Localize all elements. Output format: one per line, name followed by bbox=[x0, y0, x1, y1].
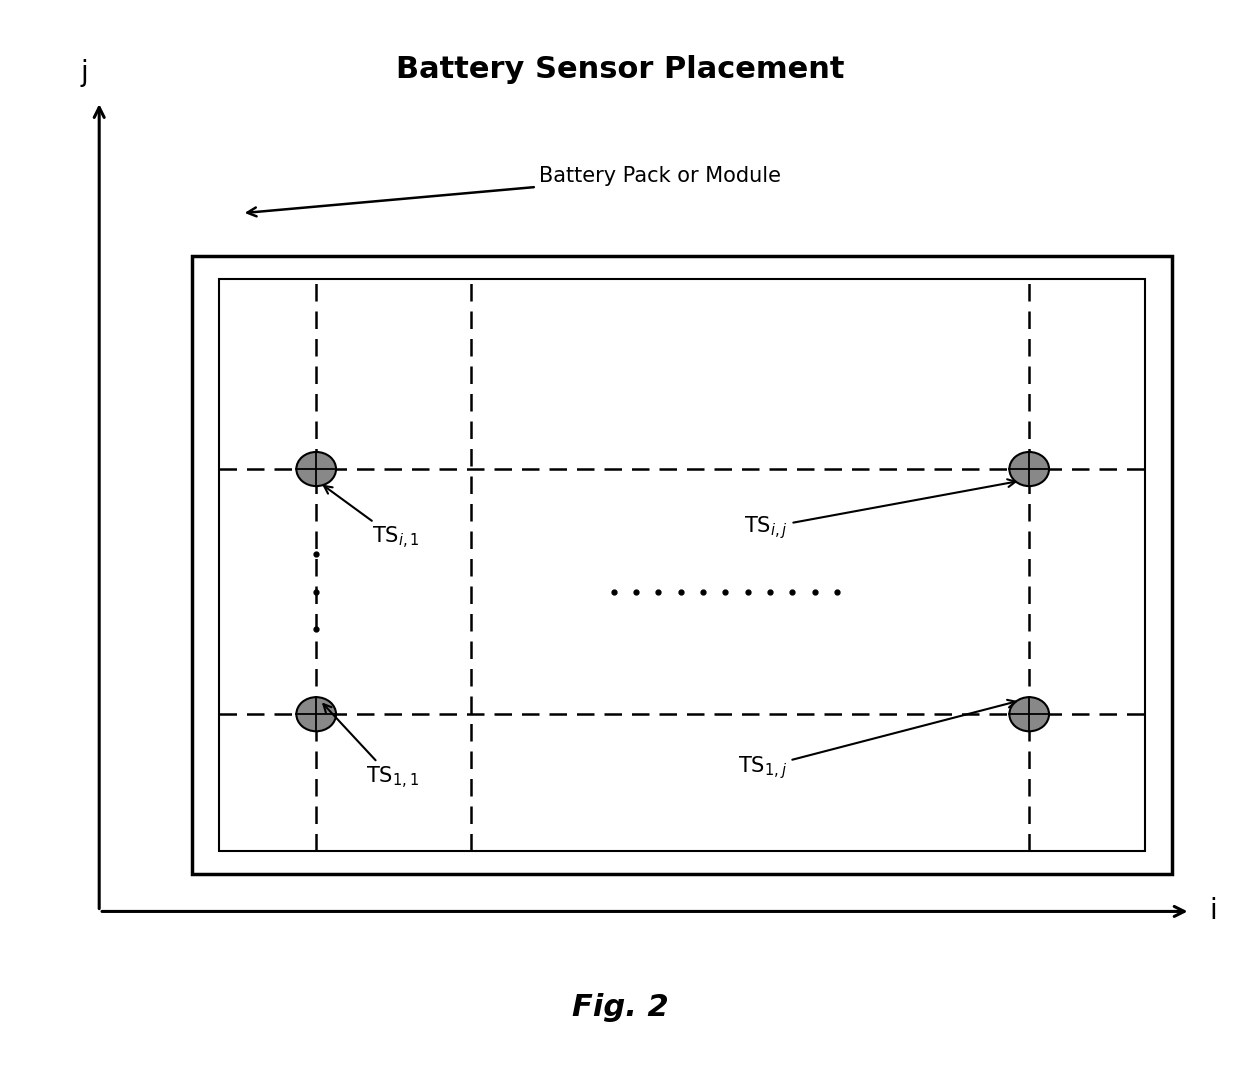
Text: $\mathsf{TS}_{i,1}$: $\mathsf{TS}_{i,1}$ bbox=[324, 486, 419, 551]
Text: j: j bbox=[81, 60, 88, 87]
Circle shape bbox=[296, 452, 336, 486]
Bar bbox=[219, 279, 1145, 851]
Text: i: i bbox=[1209, 898, 1216, 925]
Text: $\mathsf{TS}_{i,j}$: $\mathsf{TS}_{i,j}$ bbox=[744, 480, 1016, 542]
Circle shape bbox=[1009, 452, 1049, 486]
Bar bbox=[192, 256, 1172, 874]
Text: Battery Sensor Placement: Battery Sensor Placement bbox=[396, 54, 844, 84]
Text: Battery Pack or Module: Battery Pack or Module bbox=[247, 166, 781, 216]
Circle shape bbox=[1009, 697, 1049, 731]
Text: Fig. 2: Fig. 2 bbox=[572, 992, 668, 1022]
Circle shape bbox=[296, 697, 336, 731]
Text: $\mathsf{TS}_{1,1}$: $\mathsf{TS}_{1,1}$ bbox=[324, 705, 419, 791]
Text: $\mathsf{TS}_{1,j}$: $\mathsf{TS}_{1,j}$ bbox=[738, 700, 1016, 781]
